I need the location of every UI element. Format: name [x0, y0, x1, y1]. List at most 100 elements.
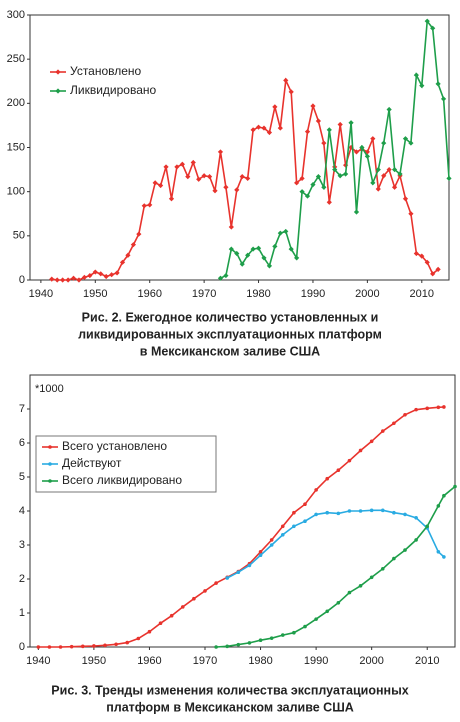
legend-box [35, 435, 217, 493]
point [228, 224, 234, 230]
series-line [216, 485, 456, 648]
point [228, 246, 234, 252]
point [65, 277, 71, 283]
x-tick-label: 2000 [355, 288, 379, 300]
point [402, 196, 409, 202]
point [261, 125, 267, 131]
y-tick-label: 150 [7, 141, 25, 153]
point [247, 641, 252, 645]
point [419, 253, 425, 259]
legend-label: Действуют [62, 456, 122, 470]
point [347, 458, 352, 463]
point [141, 203, 147, 209]
point [435, 81, 441, 87]
point [419, 83, 425, 89]
point [425, 406, 430, 411]
point [414, 516, 418, 520]
point [190, 159, 196, 166]
legend: Всего установлено Действуют Всего ликвидир… [35, 435, 217, 493]
point [380, 429, 385, 433]
point [408, 140, 414, 146]
point [446, 175, 452, 182]
caption: в Мексиканском заливе США [140, 344, 320, 358]
point [436, 504, 441, 508]
point [413, 250, 419, 257]
point [203, 589, 207, 593]
series-line [51, 77, 439, 281]
plot-frame [29, 14, 450, 281]
x-tick-label: 1950 [82, 655, 106, 667]
point [442, 405, 446, 409]
point [408, 211, 414, 217]
point [58, 645, 63, 649]
point [280, 524, 285, 529]
point [299, 189, 305, 195]
legend-marker [55, 69, 61, 75]
point [288, 89, 294, 95]
point [436, 405, 441, 410]
point [266, 263, 273, 269]
point [280, 533, 285, 537]
point [239, 174, 245, 180]
point [304, 193, 311, 199]
point [114, 270, 120, 276]
series [225, 508, 446, 580]
point [269, 538, 274, 542]
point [359, 144, 365, 151]
point [425, 524, 430, 529]
point [348, 120, 354, 126]
point [430, 271, 436, 277]
y-tick-label: 50 [13, 230, 25, 242]
point [375, 186, 381, 192]
point [49, 276, 55, 282]
x-tick-label: 1970 [192, 288, 216, 300]
point [136, 231, 142, 237]
series [217, 18, 452, 281]
x-tick-label: 1960 [137, 655, 161, 667]
point [310, 103, 316, 109]
point [321, 184, 327, 190]
point [212, 188, 218, 194]
point [303, 519, 307, 523]
point [169, 613, 174, 618]
y-tick-label: 250 [7, 53, 25, 65]
legend: Установлено Ликвидировано [50, 64, 157, 97]
point [336, 468, 341, 473]
point [315, 174, 322, 180]
point [179, 161, 185, 167]
point [288, 246, 294, 252]
x-tick-label: 1960 [137, 288, 161, 300]
legend-label: Ликвидировано [70, 83, 157, 97]
point [269, 636, 274, 640]
point [430, 25, 436, 31]
point [392, 510, 396, 515]
point [258, 638, 263, 642]
point [369, 439, 374, 444]
point [424, 259, 430, 265]
y-tick-label: 5 [19, 471, 25, 483]
point [380, 508, 385, 513]
point [353, 209, 360, 215]
point [247, 563, 252, 568]
point [442, 493, 446, 498]
y-tick-label: 300 [7, 9, 25, 21]
caption: ликвидированных эксплуатационных платфор… [78, 327, 382, 341]
point [272, 243, 278, 250]
point [60, 277, 66, 283]
x-tick-label: 2000 [359, 655, 383, 667]
point [92, 644, 96, 648]
y-tick-label: 100 [7, 186, 25, 198]
point [80, 644, 85, 649]
point [315, 118, 322, 124]
point [343, 171, 349, 177]
point [234, 250, 240, 257]
point [76, 277, 82, 283]
point [325, 476, 330, 481]
point [70, 275, 77, 281]
point [303, 502, 307, 507]
point [223, 184, 229, 190]
point [152, 180, 158, 186]
point [358, 509, 363, 513]
y-tick-label: 6 [19, 437, 25, 449]
y-tick-label: 4 [19, 505, 25, 517]
